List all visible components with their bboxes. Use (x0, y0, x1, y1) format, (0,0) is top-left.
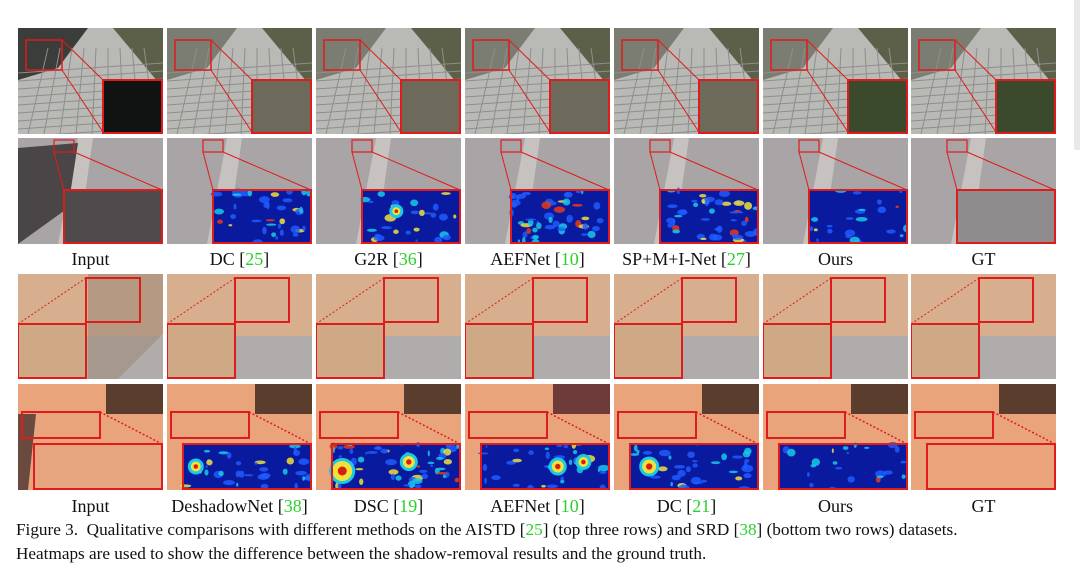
walkway-image-1 (167, 28, 312, 134)
method-label: Input (71, 249, 110, 269)
method-label: GT (971, 496, 996, 516)
heatmap (179, 443, 312, 490)
method-labels-bottom: Input DeshadowNet [38] DSC [19] AEFNet [10]… (0, 494, 1080, 518)
image-row-aistd-walkway (0, 28, 1080, 134)
method-labels-top: Input DC [25] G2R [36] AEFNet [10] SP+M+I-Ne… (0, 247, 1080, 271)
walkway-image-0 (18, 28, 163, 134)
walkway-image-6 (911, 28, 1056, 134)
wall-image-0 (18, 274, 163, 379)
wall-image-1 (167, 274, 312, 379)
paving-image-5 (763, 138, 908, 244)
image-row-aistd-paving (0, 138, 1080, 244)
figure-caption: Figure 3. Qualitative comparisons with d… (16, 518, 1076, 566)
heatmap (629, 443, 759, 490)
orange-image-6 (911, 384, 1056, 490)
orange-image-0 (18, 384, 163, 490)
orange-image-4 (614, 384, 759, 490)
method-label: Ours (818, 249, 853, 269)
wall-image-2 (316, 274, 461, 379)
page-edge (1074, 0, 1080, 150)
image-row-srd-orange (0, 384, 1080, 490)
wall-image-6 (911, 274, 1056, 379)
paving-image-6 (911, 138, 1056, 244)
citation-link[interactable]: 36 (398, 249, 417, 269)
caption-figure-label: Figure 3. (16, 520, 79, 539)
heatmap (508, 189, 610, 244)
caption-line-2: Heatmaps are used to show the difference… (16, 544, 707, 563)
method-label: DeshadowNet [38] (171, 496, 308, 516)
walkway-image-5 (763, 28, 908, 134)
orange-image-5 (763, 384, 908, 490)
citation-link[interactable]: 21 (692, 496, 711, 516)
heatmap (359, 189, 461, 244)
method-label: DSC [19] (353, 496, 424, 516)
heatmap (778, 441, 908, 490)
orange-image-2 (316, 384, 461, 490)
paving-image-1 (167, 138, 312, 244)
heatmap (477, 442, 610, 490)
paving-image-0 (18, 138, 163, 244)
citation-link[interactable]: 19 (399, 496, 418, 516)
method-label: Input (71, 496, 110, 516)
citation-link[interactable]: 25 (245, 249, 264, 269)
heatmap (807, 188, 908, 244)
citation-link[interactable]: 10 (560, 249, 579, 269)
citation-link[interactable]: 38 (283, 496, 302, 516)
caption-text-a: Qualitative comparisons with different m… (78, 520, 526, 539)
method-label: SP+M+I-Net [27] (622, 249, 751, 269)
method-label: DC [25] (209, 249, 270, 269)
caption-text-c: ] (bottom two rows) datasets. (756, 520, 958, 539)
heatmap (210, 188, 312, 244)
caption-ref-srd[interactable]: 38 (739, 520, 757, 539)
method-label: GT (971, 249, 996, 269)
paving-image-3 (465, 138, 610, 244)
method-label: AEFNet [10] (490, 496, 585, 516)
wall-image-5 (763, 274, 908, 379)
method-label: Ours (818, 496, 853, 516)
method-label: G2R [36] (354, 249, 423, 269)
walkway-image-2 (316, 28, 461, 134)
paving-image-2 (316, 138, 461, 244)
heatmap (659, 187, 759, 244)
paving-image-4 (614, 138, 759, 244)
citation-link[interactable]: 10 (560, 496, 579, 516)
wall-image-3 (465, 274, 610, 379)
caption-line-1: Figure 3. Qualitative comparisons with d… (16, 518, 1076, 542)
citation-link[interactable]: 27 (726, 249, 745, 269)
heatmap (328, 441, 461, 490)
orange-image-3 (465, 384, 610, 490)
wall-image-4 (614, 274, 759, 379)
walkway-image-4 (614, 28, 759, 134)
method-label: AEFNet [10] (490, 249, 585, 269)
method-label: DC [21] (656, 496, 717, 516)
orange-image-1 (167, 384, 312, 490)
caption-text-b: ] (top three rows) and SRD [ (542, 520, 740, 539)
image-row-srd-wall (0, 274, 1080, 379)
walkway-image-3 (465, 28, 610, 134)
caption-ref-aistd[interactable]: 25 (525, 520, 543, 539)
